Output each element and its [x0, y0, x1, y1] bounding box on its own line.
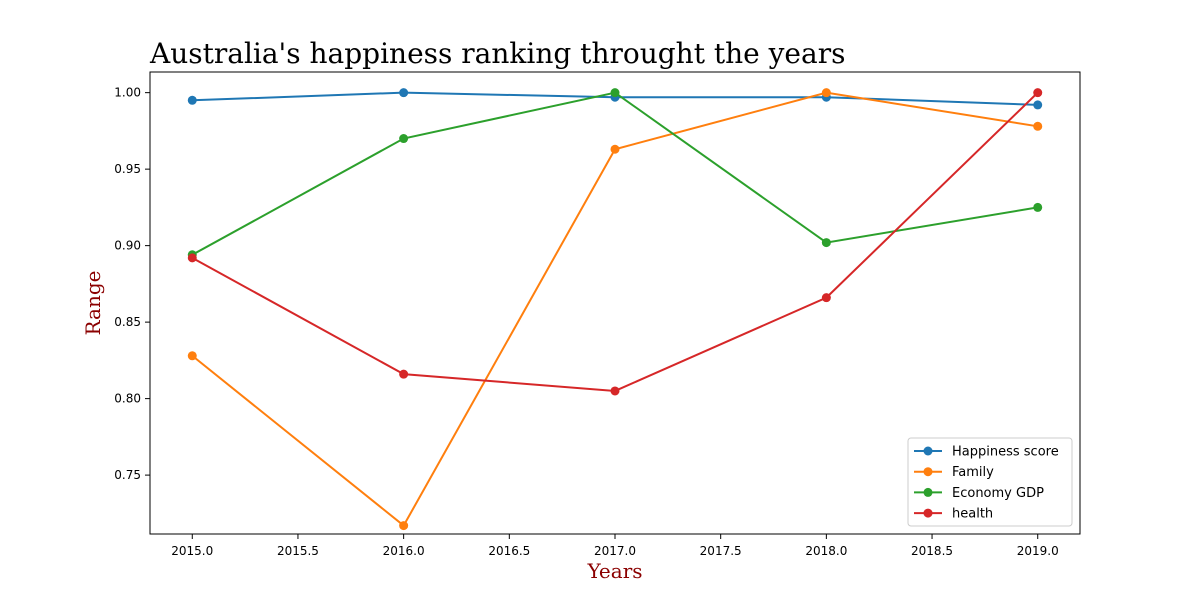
- legend-box: [907, 437, 1073, 527]
- y-axis: 0.75 0.80 0.85 0.90 0.95 1.00: [114, 86, 150, 482]
- legend-label-happiness-score: Happiness score: [952, 445, 1059, 460]
- y-tick-label: 0.85: [114, 315, 141, 329]
- x-tick-label: 2016.0: [383, 544, 425, 558]
- y-tick-label: 1.00: [114, 86, 141, 100]
- legend-marker-happiness-score: [923, 446, 933, 456]
- data-point-family: [187, 351, 197, 361]
- series-line-economy-gdp: [191, 91, 1038, 256]
- x-tick-label: 2017.5: [700, 544, 742, 558]
- x-tick-label: 2018.0: [805, 544, 847, 558]
- data-point-family: [821, 88, 831, 98]
- data-point-economy-gdp: [1033, 202, 1043, 212]
- data-point-family: [399, 521, 409, 531]
- data-point-health: [610, 386, 620, 396]
- data-point-happiness-score: [399, 88, 409, 98]
- y-tick-label: 0.75: [114, 468, 141, 482]
- data-point-economy-gdp: [821, 238, 831, 248]
- chart-title: Australia's happiness ranking throught t…: [149, 37, 845, 70]
- legend: Happiness score Family Economy GDP health: [907, 437, 1073, 527]
- x-tick-label: 2018.5: [911, 544, 953, 558]
- x-tick-label: 2015.5: [277, 544, 319, 558]
- legend-marker-family: [923, 467, 933, 477]
- y-axis-label: Range: [81, 271, 105, 336]
- data-point-health: [821, 293, 831, 303]
- data-point-health: [1033, 88, 1043, 98]
- data-point-economy-gdp: [610, 88, 620, 98]
- y-tick-label: 0.95: [114, 162, 141, 176]
- data-point-economy-gdp: [399, 134, 409, 144]
- legend-marker-health: [923, 508, 933, 518]
- data-point-health: [187, 253, 197, 263]
- x-axis: 2015.0 2015.5 2016.0 2016.5 2017.0 2017.5 2018…: [171, 534, 1059, 558]
- x-tick-label: 2016.5: [488, 544, 530, 558]
- legend-label-economy-gdp: Economy GDP: [952, 486, 1044, 501]
- legend-label-health: health: [952, 507, 993, 522]
- legend-label-family: Family: [952, 465, 994, 480]
- plot-area: [187, 88, 1043, 531]
- data-point-family: [1033, 121, 1043, 131]
- y-tick-label: 0.80: [114, 392, 141, 406]
- data-point-happiness-score: [187, 95, 197, 105]
- x-tick-label: 2019.0: [1017, 544, 1059, 558]
- legend-marker-economy-gdp: [923, 487, 933, 497]
- data-point-happiness-score: [1033, 100, 1043, 110]
- data-point-health: [399, 369, 409, 379]
- x-axis-label: Years: [586, 559, 642, 583]
- series-line-health: [191, 91, 1039, 392]
- x-tick-label: 2017.0: [594, 544, 636, 558]
- data-point-family: [610, 144, 620, 154]
- y-tick-label: 0.90: [114, 239, 141, 253]
- x-tick-label: 2015.0: [171, 544, 213, 558]
